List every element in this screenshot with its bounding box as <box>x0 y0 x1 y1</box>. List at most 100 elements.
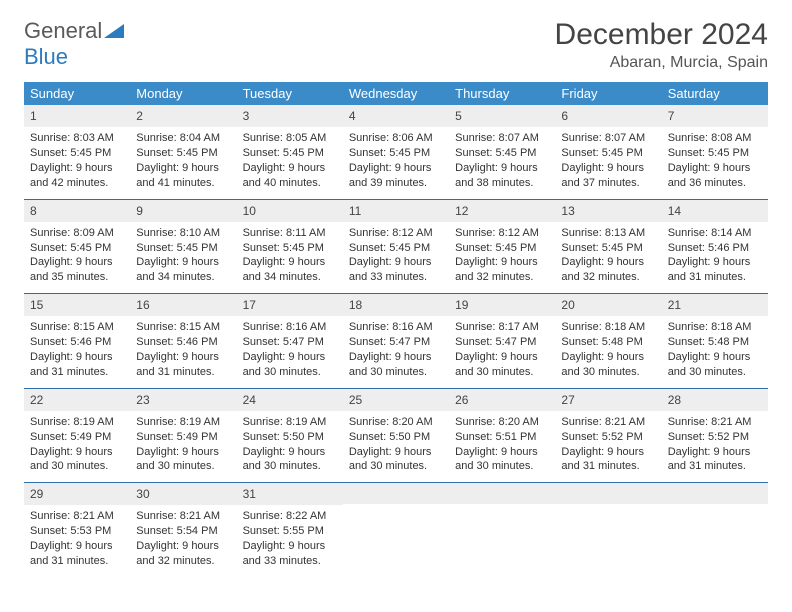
sunset-line: Sunset: 5:45 PM <box>136 146 230 161</box>
daylight-label: Daylight: <box>455 351 501 363</box>
sunset-value: 5:50 PM <box>283 431 324 443</box>
day-body-empty <box>449 504 555 564</box>
calendar-day: 10Sunrise: 8:11 AMSunset: 5:45 PMDayligh… <box>237 199 343 294</box>
sunrise-label: Sunrise: <box>561 227 604 239</box>
day-number: 17 <box>237 293 343 316</box>
sunset-line: Sunset: 5:52 PM <box>561 430 655 445</box>
sunset-label: Sunset: <box>243 336 283 348</box>
weekday-header: Thursday <box>449 82 555 105</box>
day-number: 8 <box>24 199 130 222</box>
sunrise-label: Sunrise: <box>243 510 286 522</box>
daylight-label: Daylight: <box>243 351 289 363</box>
calendar-day: 25Sunrise: 8:20 AMSunset: 5:50 PMDayligh… <box>343 388 449 483</box>
sunrise-line: Sunrise: 8:07 AM <box>455 131 549 146</box>
sunrise-label: Sunrise: <box>243 227 286 239</box>
sunrise-line: Sunrise: 8:20 AM <box>349 415 443 430</box>
day-number-empty <box>555 482 661 504</box>
daylight-line: Daylight: 9 hours and 31 minutes. <box>30 539 124 569</box>
day-number: 27 <box>555 388 661 411</box>
daylight-line: Daylight: 9 hours and 30 minutes. <box>243 445 337 475</box>
day-number: 19 <box>449 293 555 316</box>
sunrise-line: Sunrise: 8:21 AM <box>136 509 230 524</box>
day-body: Sunrise: 8:17 AMSunset: 5:47 PMDaylight:… <box>449 316 555 387</box>
sunrise-line: Sunrise: 8:14 AM <box>668 226 762 241</box>
sunset-line: Sunset: 5:46 PM <box>136 335 230 350</box>
calendar-day: 29Sunrise: 8:21 AMSunset: 5:53 PMDayligh… <box>24 482 130 577</box>
sunrise-label: Sunrise: <box>136 416 179 428</box>
calendar-day: 14Sunrise: 8:14 AMSunset: 5:46 PMDayligh… <box>662 199 768 294</box>
calendar-day: 6Sunrise: 8:07 AMSunset: 5:45 PMDaylight… <box>555 105 661 199</box>
daylight-label: Daylight: <box>455 446 501 458</box>
sunrise-value: 8:18 AM <box>711 321 751 333</box>
daylight-label: Daylight: <box>349 256 395 268</box>
day-body: Sunrise: 8:12 AMSunset: 5:45 PMDaylight:… <box>343 222 449 293</box>
daylight-label: Daylight: <box>30 446 76 458</box>
daylight-line: Daylight: 9 hours and 30 minutes. <box>349 350 443 380</box>
sunrise-label: Sunrise: <box>243 416 286 428</box>
weekday-header: Tuesday <box>237 82 343 105</box>
sunset-label: Sunset: <box>136 431 176 443</box>
sunrise-value: 8:15 AM <box>180 321 220 333</box>
sunrise-label: Sunrise: <box>30 416 73 428</box>
sunrise-value: 8:12 AM <box>392 227 432 239</box>
sunset-value: 5:45 PM <box>389 242 430 254</box>
sail-icon <box>104 18 126 44</box>
day-body: Sunrise: 8:19 AMSunset: 5:50 PMDaylight:… <box>237 411 343 482</box>
sunset-value: 5:54 PM <box>177 525 218 537</box>
sunrise-label: Sunrise: <box>455 227 498 239</box>
sunrise-line: Sunrise: 8:19 AM <box>243 415 337 430</box>
daylight-line: Daylight: 9 hours and 33 minutes. <box>243 539 337 569</box>
calendar-day: 21Sunrise: 8:18 AMSunset: 5:48 PMDayligh… <box>662 293 768 388</box>
daylight-line: Daylight: 9 hours and 39 minutes. <box>349 161 443 191</box>
day-body: Sunrise: 8:21 AMSunset: 5:52 PMDaylight:… <box>662 411 768 482</box>
sunset-label: Sunset: <box>30 147 70 159</box>
sunrise-value: 8:14 AM <box>711 227 751 239</box>
daylight-label: Daylight: <box>561 351 607 363</box>
day-body: Sunrise: 8:20 AMSunset: 5:51 PMDaylight:… <box>449 411 555 482</box>
sunrise-label: Sunrise: <box>349 321 392 333</box>
day-number: 21 <box>662 293 768 316</box>
day-body: Sunrise: 8:16 AMSunset: 5:47 PMDaylight:… <box>343 316 449 387</box>
day-body: Sunrise: 8:21 AMSunset: 5:53 PMDaylight:… <box>24 505 130 576</box>
sunset-label: Sunset: <box>561 242 601 254</box>
day-number: 22 <box>24 388 130 411</box>
calendar-day: 3Sunrise: 8:05 AMSunset: 5:45 PMDaylight… <box>237 105 343 199</box>
day-body: Sunrise: 8:10 AMSunset: 5:45 PMDaylight:… <box>130 222 236 293</box>
daylight-label: Daylight: <box>136 256 182 268</box>
calendar-day: 13Sunrise: 8:13 AMSunset: 5:45 PMDayligh… <box>555 199 661 294</box>
daylight-label: Daylight: <box>243 540 289 552</box>
sunrise-line: Sunrise: 8:17 AM <box>455 320 549 335</box>
sunrise-label: Sunrise: <box>30 321 73 333</box>
sunset-value: 5:45 PM <box>70 242 111 254</box>
daylight-line: Daylight: 9 hours and 32 minutes. <box>561 255 655 285</box>
sunset-line: Sunset: 5:45 PM <box>243 241 337 256</box>
day-body: Sunrise: 8:14 AMSunset: 5:46 PMDaylight:… <box>662 222 768 293</box>
sunrise-line: Sunrise: 8:21 AM <box>30 509 124 524</box>
sunset-label: Sunset: <box>243 431 283 443</box>
day-number: 14 <box>662 199 768 222</box>
sunrise-line: Sunrise: 8:07 AM <box>561 131 655 146</box>
day-number: 4 <box>343 105 449 127</box>
sunset-line: Sunset: 5:45 PM <box>243 146 337 161</box>
sunset-label: Sunset: <box>136 147 176 159</box>
sunset-value: 5:50 PM <box>389 431 430 443</box>
daylight-label: Daylight: <box>30 256 76 268</box>
daylight-line: Daylight: 9 hours and 30 minutes. <box>561 350 655 380</box>
weekday-header: Wednesday <box>343 82 449 105</box>
calendar-week: 29Sunrise: 8:21 AMSunset: 5:53 PMDayligh… <box>24 482 768 577</box>
calendar-day: 27Sunrise: 8:21 AMSunset: 5:52 PMDayligh… <box>555 388 661 483</box>
day-number: 18 <box>343 293 449 316</box>
sunrise-value: 8:08 AM <box>711 132 751 144</box>
calendar-day: 4Sunrise: 8:06 AMSunset: 5:45 PMDaylight… <box>343 105 449 199</box>
sunset-line: Sunset: 5:50 PM <box>243 430 337 445</box>
sunrise-value: 8:12 AM <box>499 227 539 239</box>
day-number: 26 <box>449 388 555 411</box>
day-body: Sunrise: 8:22 AMSunset: 5:55 PMDaylight:… <box>237 505 343 576</box>
day-number: 10 <box>237 199 343 222</box>
day-number: 13 <box>555 199 661 222</box>
daylight-label: Daylight: <box>668 256 714 268</box>
daylight-line: Daylight: 9 hours and 32 minutes. <box>455 255 549 285</box>
weekday-header: Friday <box>555 82 661 105</box>
daylight-line: Daylight: 9 hours and 35 minutes. <box>30 255 124 285</box>
day-number: 29 <box>24 482 130 505</box>
